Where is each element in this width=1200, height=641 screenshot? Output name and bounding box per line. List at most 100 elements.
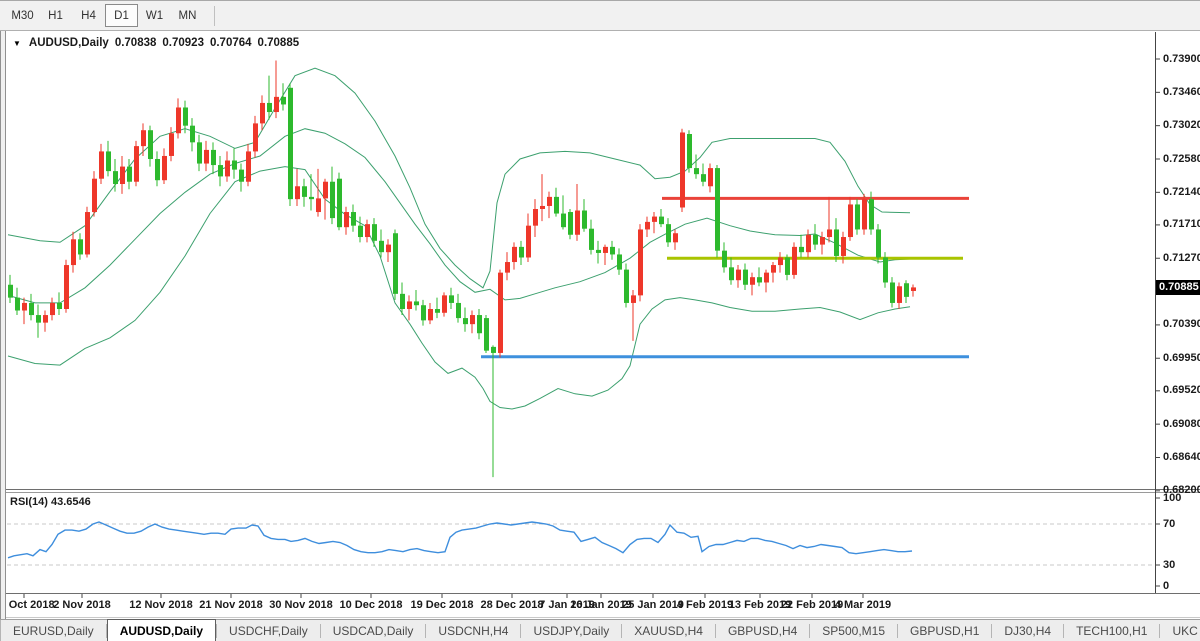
candle (596, 249, 601, 253)
timeframe-button-mn[interactable]: MN (178, 9, 197, 22)
candle (204, 149, 209, 164)
tab-separator (425, 624, 427, 638)
date-label: 16 Jan 2019 (570, 599, 632, 611)
candle (512, 246, 517, 263)
tab-xauusd-h4[interactable]: XAUUSD,H4 (634, 624, 703, 638)
ohlc-high: 0.70923 (162, 37, 204, 49)
timeframe-button-m30[interactable]: M30 (11, 9, 34, 22)
candle (904, 283, 909, 297)
candle (778, 257, 783, 266)
candle (722, 250, 727, 268)
tab-usdjpy-daily[interactable]: USDJPY,Daily (533, 624, 610, 638)
candle (624, 269, 629, 303)
price-axis-label: 0.72580 (1163, 152, 1200, 165)
tab-usdcad-daily[interactable]: USDCAD,Daily (332, 624, 414, 638)
candle (64, 265, 69, 309)
tabs-left-notch (0, 620, 1, 641)
candle (134, 146, 139, 182)
tab-sp500-m15[interactable]: SP500,M15 (822, 624, 886, 638)
candle (582, 210, 587, 229)
timeframe-button-h4[interactable]: H4 (81, 9, 96, 22)
candle (540, 205, 545, 209)
candle (386, 244, 391, 253)
candle (22, 302, 27, 311)
tab-ukc[interactable]: UKC (1172, 624, 1198, 638)
candle (841, 237, 846, 256)
candle (827, 229, 832, 238)
tab-usdchf-daily[interactable]: USDCHF,Daily (229, 624, 308, 638)
price-axis-label: 0.71270 (1163, 251, 1200, 264)
rsi-axis-label: 0 (1163, 579, 1170, 592)
bollinger-middle-band (7, 128, 911, 304)
candle (799, 246, 804, 253)
candle (323, 181, 328, 199)
candle (652, 216, 657, 222)
timeframe-button-d1[interactable]: D1 (105, 4, 138, 27)
candle (379, 240, 384, 253)
candle (792, 246, 797, 275)
candle (190, 125, 195, 143)
chart-tabs-bar: EURUSD,Daily AUDUSD,Daily USDCHF,Daily USDC… (0, 619, 1200, 641)
tab-separator (714, 624, 716, 638)
candle (253, 123, 258, 152)
date-label: 7 Jan 2019 (539, 599, 595, 611)
tab-tech100-h1[interactable]: TECH100,H1 (1076, 624, 1148, 638)
candle (337, 178, 342, 228)
candle (687, 134, 692, 169)
candle (708, 168, 713, 187)
toolbar-divider (214, 5, 215, 26)
candle (267, 102, 272, 113)
candle (820, 237, 825, 245)
timeframe-button-w1[interactable]: W1 (145, 9, 164, 22)
candle (428, 309, 433, 321)
ohlc-low: 0.70764 (209, 37, 252, 49)
candle (680, 132, 685, 208)
candle (232, 160, 237, 170)
price-axis-label: 0.69950 (1163, 351, 1200, 364)
candle (519, 246, 524, 258)
candle (400, 293, 405, 309)
candle (309, 196, 314, 200)
candle (806, 234, 811, 253)
candle (554, 196, 559, 214)
price-axis-label: 0.68200 (1163, 484, 1200, 497)
timeframe-button-h1[interactable]: H1 (48, 9, 63, 22)
candle (834, 229, 839, 256)
candle (561, 213, 566, 228)
price-axis-label: 0.68640 (1163, 450, 1200, 463)
price-axis-label: 0.69520 (1163, 384, 1200, 397)
candle (491, 346, 496, 353)
ohlc-open: 0.70838 (114, 37, 157, 49)
candle (547, 196, 552, 206)
candle (526, 225, 531, 258)
symbol-ohlc-header[interactable]: ▼ AUDUSD,Daily 0.70838 0.70923 0.70764 0… (13, 37, 299, 49)
candle (533, 209, 538, 226)
candle (36, 315, 41, 323)
date-label: 30 Nov 2018 (269, 599, 333, 611)
candle (183, 107, 188, 126)
candle (99, 151, 104, 179)
candle (701, 174, 706, 182)
candle (470, 315, 475, 325)
candle (890, 282, 895, 303)
tab-eurusd-daily[interactable]: EURUSD,Daily (13, 624, 94, 638)
candle (757, 277, 762, 283)
tab-gbpusd-h1[interactable]: GBPUSD,H1 (910, 624, 980, 638)
rsi-line (7, 521, 913, 559)
candle (862, 199, 867, 230)
timeframe-buttons: M30 H1 H4 D1 W1 MN (0, 4, 204, 27)
tab-usdcnh-h4[interactable]: USDCNH,H4 (438, 624, 509, 638)
rsi-indicator-label: RSI(14) 43.6546 (10, 496, 91, 508)
tab-dj30-h4[interactable]: DJ30,H4 (1004, 624, 1052, 638)
tab-audusd-daily[interactable]: AUDUSD,Daily (106, 619, 217, 641)
date-label: 4 Mar 2019 (834, 599, 892, 611)
candle (162, 155, 167, 181)
candle (631, 295, 636, 303)
candle (281, 96, 286, 105)
tab-gbpusd-h4[interactable]: GBPUSD,H4 (727, 624, 798, 638)
tab-separator (621, 624, 623, 638)
date-label: 19 Dec 2018 (410, 599, 474, 611)
timeframe-toolbar: M30 H1 H4 D1 W1 MN (0, 1, 1200, 31)
candle (813, 234, 818, 245)
